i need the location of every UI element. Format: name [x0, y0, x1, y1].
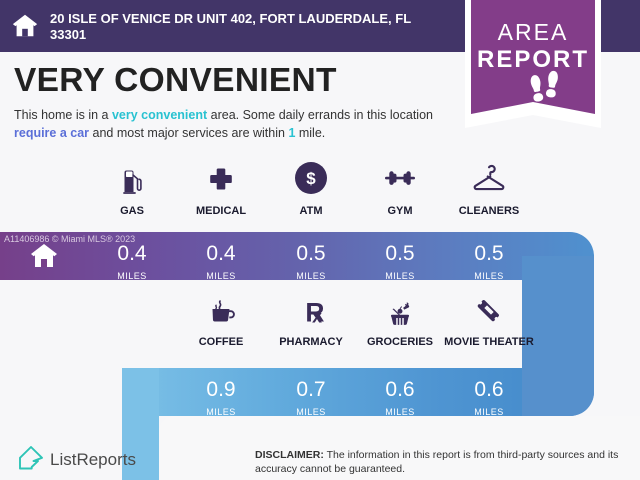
svg-text:REPORT: REPORT: [477, 46, 589, 73]
svg-text:$: $: [306, 169, 316, 188]
svg-text:AREA: AREA: [498, 19, 569, 45]
svg-text:x: x: [312, 306, 322, 326]
